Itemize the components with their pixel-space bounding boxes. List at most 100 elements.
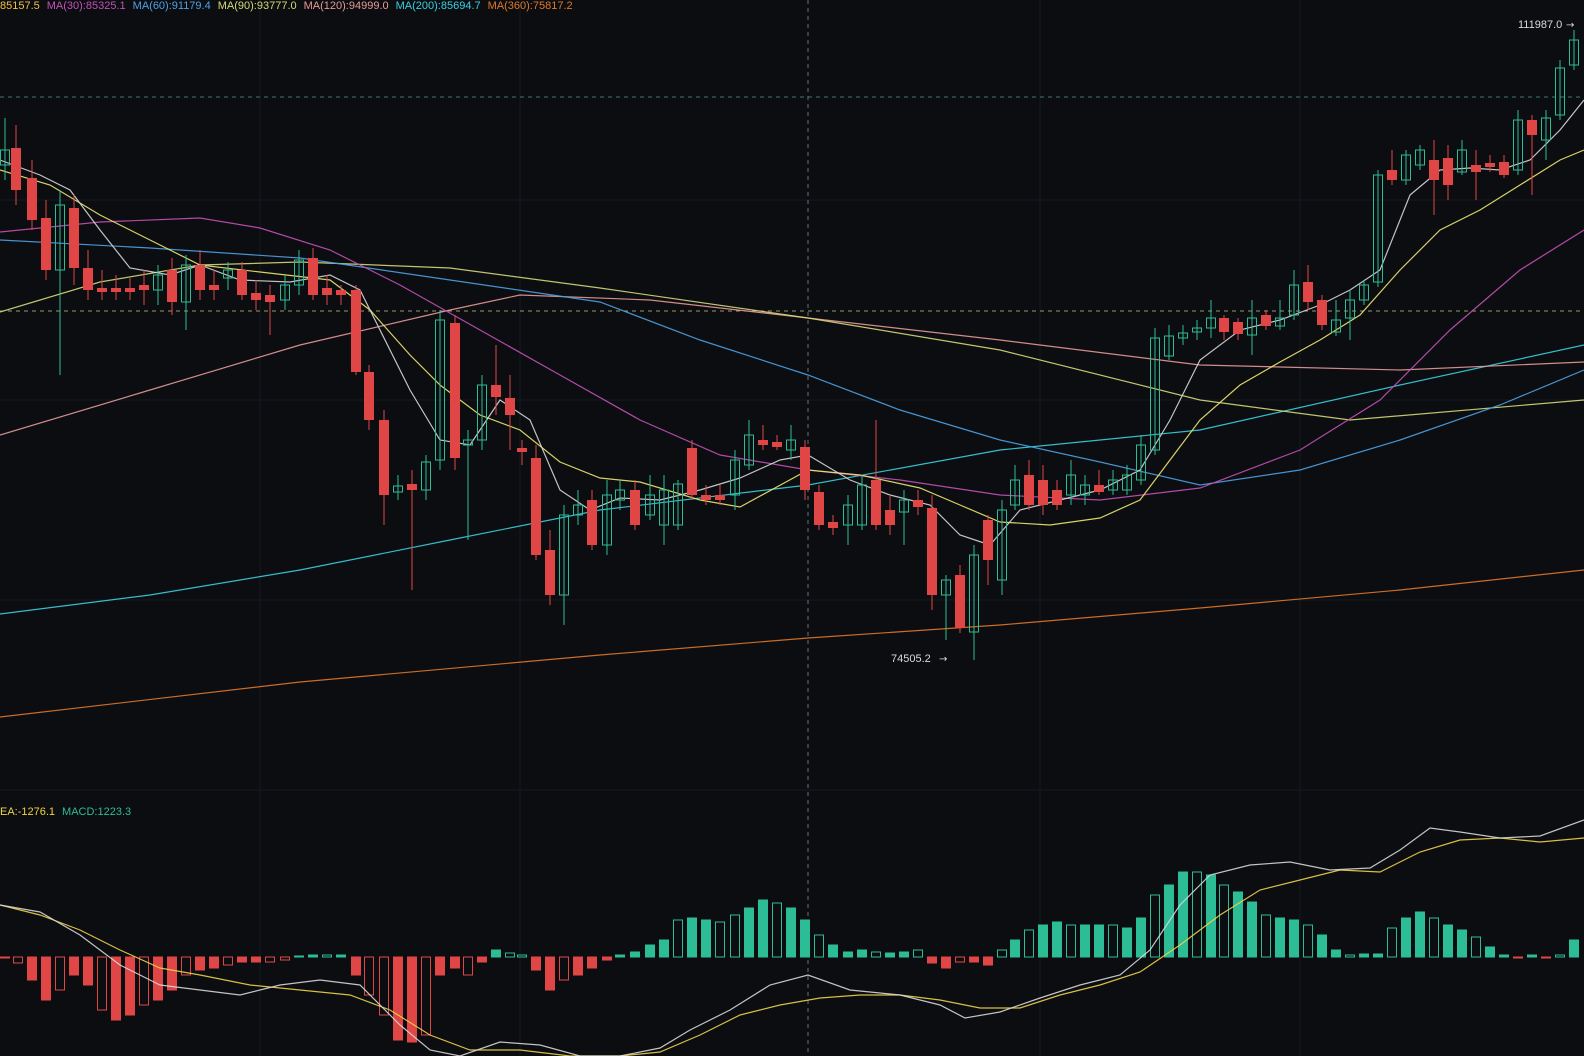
candle-body xyxy=(786,439,796,451)
macd-bar xyxy=(1038,924,1048,958)
candle xyxy=(1024,460,1034,510)
candle xyxy=(1317,295,1327,330)
candle xyxy=(1219,315,1229,340)
candle-body xyxy=(941,579,951,596)
candle xyxy=(1401,150,1411,185)
macd-bar xyxy=(1024,929,1034,958)
macd-bar xyxy=(1108,924,1118,958)
macd-bar xyxy=(1066,924,1076,958)
candle xyxy=(955,565,965,633)
macd-bar xyxy=(83,956,93,986)
candle-body xyxy=(1233,322,1243,334)
candle-body xyxy=(871,480,881,525)
candle-body xyxy=(195,265,205,290)
candle-body xyxy=(435,319,445,461)
macd-bar xyxy=(1317,934,1327,958)
ma-line xyxy=(0,217,1584,501)
macd-bar xyxy=(1094,924,1104,958)
candle-body xyxy=(1317,300,1327,325)
candle xyxy=(280,275,290,310)
macd-bar xyxy=(421,956,431,1036)
candle xyxy=(857,475,867,530)
candle xyxy=(1247,300,1257,355)
candle xyxy=(1527,115,1537,195)
candle xyxy=(1569,30,1579,70)
candle-body xyxy=(1443,158,1453,185)
candle xyxy=(111,275,121,300)
candle xyxy=(673,480,683,530)
candle xyxy=(1275,300,1285,330)
candle-body xyxy=(97,288,107,292)
candle xyxy=(587,490,597,550)
candle-body xyxy=(1541,117,1551,141)
macd-bar xyxy=(125,956,135,1016)
macd-bar xyxy=(673,919,683,958)
candle-body xyxy=(913,500,923,507)
ma-line xyxy=(0,239,1584,486)
candle xyxy=(1443,145,1453,200)
candle-body xyxy=(857,484,867,526)
ma-line xyxy=(0,99,1584,546)
macd-bar xyxy=(1569,939,1579,958)
macd-bar xyxy=(1415,911,1425,958)
candle-body xyxy=(1555,67,1565,116)
candle xyxy=(1108,470,1118,495)
macd-bar xyxy=(531,956,541,971)
candle-body xyxy=(393,485,403,493)
candle xyxy=(463,430,473,540)
macd-bar xyxy=(393,956,403,1041)
low-price-marker: 74505.2 → xyxy=(891,653,947,665)
macd-bar xyxy=(1471,936,1481,958)
candle-body xyxy=(545,550,555,595)
candle xyxy=(421,455,431,500)
legend-entry: MA(360):75817.2 xyxy=(488,0,573,12)
candle xyxy=(167,258,177,315)
candle xyxy=(983,515,993,585)
macd-bar xyxy=(758,899,768,958)
candle xyxy=(899,490,909,545)
candle xyxy=(941,575,951,640)
legend-entry: 85157.5 xyxy=(0,0,40,12)
candle xyxy=(195,250,205,300)
candle-body xyxy=(1052,490,1062,505)
candle-body xyxy=(1527,120,1537,135)
candle-body xyxy=(11,148,21,190)
macd-bar xyxy=(1192,871,1202,958)
macd-bar xyxy=(1443,924,1453,958)
candle xyxy=(1331,300,1341,336)
candle-body xyxy=(505,398,515,415)
candle xyxy=(1094,470,1104,495)
candle-body xyxy=(1513,119,1523,171)
legend-entry: MA(90):93777.0 xyxy=(218,0,297,12)
candle xyxy=(517,440,527,465)
candle-body xyxy=(828,522,838,528)
macd-bar xyxy=(1457,929,1467,958)
candle-body xyxy=(1136,444,1146,481)
candle xyxy=(758,425,768,450)
candle xyxy=(505,375,515,450)
candle xyxy=(1541,110,1551,160)
macd-bar xyxy=(701,919,711,958)
candle xyxy=(715,485,725,505)
candle-body xyxy=(407,484,417,490)
macd-bar xyxy=(97,956,107,1011)
candle-body xyxy=(223,269,233,279)
candle-body xyxy=(1471,165,1481,172)
candle xyxy=(828,515,838,535)
macd-bar xyxy=(69,956,79,976)
candle-body xyxy=(41,218,51,270)
macd-bar xyxy=(0,956,10,959)
candle xyxy=(55,190,65,375)
candle-body xyxy=(1206,317,1216,329)
candle xyxy=(1136,435,1146,485)
candle xyxy=(1261,310,1271,330)
macd-bar xyxy=(195,956,205,971)
macd-line xyxy=(0,837,1584,1056)
macd-bar xyxy=(379,956,389,1016)
candle-body xyxy=(251,293,261,300)
candle-body xyxy=(1401,154,1411,181)
macd-bar xyxy=(828,944,838,958)
candle xyxy=(1387,150,1397,185)
